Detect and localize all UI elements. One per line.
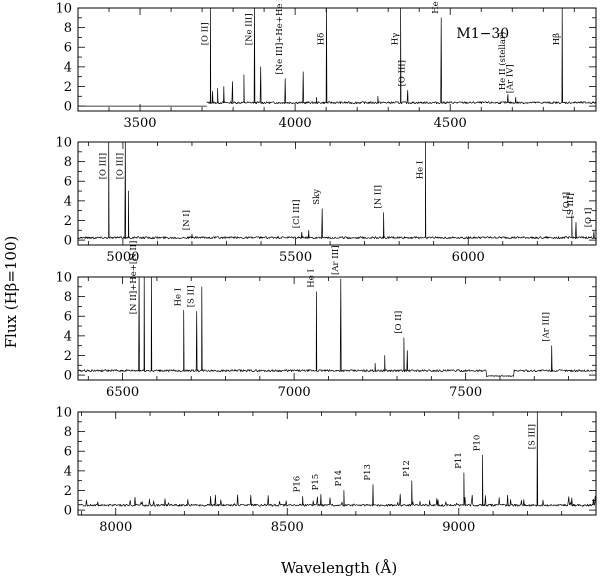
spectrum-trace (77, 276, 597, 377)
y-tick-label: 8 (64, 21, 72, 36)
y-axis-title: Flux (Hβ=100) (2, 236, 20, 349)
line-label: [O III] (99, 153, 109, 179)
x-tick-label: 3500 (123, 116, 156, 131)
line-label: P12 (402, 460, 412, 477)
line-label: P16 (293, 476, 303, 493)
panel-4: 0 2 4 6 8 10 8000 8500 9000 P16 P15 P14 P13 P12 P11 P10… (55, 406, 597, 535)
y-tick-label: 4 (64, 329, 72, 344)
y-tick-label: 0 (64, 234, 72, 249)
line-label: He I (174, 288, 184, 307)
y-tick-label: 4 (64, 464, 72, 479)
line-label: [Ne III]+He+He I (275, 0, 285, 75)
y-tick-label: 8 (64, 290, 72, 305)
x-tick-label: 8500 (271, 520, 304, 535)
line-label: [N II]+He+[N II] (129, 241, 139, 315)
line-label: [S II] (187, 285, 197, 307)
y-tick-label: 4 (64, 194, 72, 209)
x-tick-label: 5000 (106, 250, 139, 265)
panel-frame (77, 411, 597, 516)
y-tick-label: 4 (64, 60, 72, 75)
line-label: P14 (334, 470, 344, 487)
y-tick-label: 6 (64, 310, 72, 325)
x-axis-title: Wavelength (Å) (281, 559, 397, 577)
line-label: P11 (454, 452, 464, 469)
line-label: [S III] (527, 424, 537, 449)
line-label: P10 (473, 435, 483, 452)
line-label: [O I] (584, 208, 594, 228)
y-tick-label: 0 (64, 504, 72, 519)
line-label: [N II] (374, 185, 384, 209)
line-label: Hβ (552, 33, 562, 45)
spectrum-trace (77, 141, 597, 240)
spectrum-trace (78, 7, 596, 107)
y-tick-label: 0 (64, 369, 72, 384)
y-tick-label: 2 (64, 349, 72, 364)
y-tick-label: 2 (64, 80, 72, 95)
x-tick-label: 7000 (278, 385, 311, 400)
line-label: [O II] (200, 22, 210, 45)
y-tick-label: 0 (64, 100, 72, 115)
line-label: [Ar III] (331, 245, 341, 275)
line-label: [O III] (115, 153, 125, 179)
y-tick-label: 10 (55, 2, 72, 17)
y-tick-label: 6 (64, 41, 72, 56)
y-tick-label: 2 (64, 214, 72, 229)
x-tick-label: 5500 (279, 250, 312, 265)
line-label: He I (415, 161, 425, 180)
y-tick-label: 6 (64, 445, 72, 460)
y-tick-label: 2 (64, 484, 72, 499)
panel-1: 0 2 4 6 8 10 3500 4000 4500 [O II] [Ne III] [Ne III… (55, 0, 597, 131)
x-tick-label: 6000 (452, 250, 485, 265)
x-tick-label: 6500 (106, 385, 139, 400)
x-tick-label: 9000 (442, 520, 475, 535)
line-label: [O III] (398, 60, 408, 86)
spectrum-trace (77, 411, 597, 507)
line-label: [Ar IV] (506, 64, 516, 93)
line-label: Sky (312, 189, 322, 205)
line-label: [O II] (394, 311, 404, 334)
line-label: [N I] (182, 210, 192, 230)
y-tick-label: 10 (55, 136, 72, 151)
line-label: Hδ (317, 33, 327, 46)
x-tick-label: 7500 (449, 385, 482, 400)
panel-frame (77, 276, 597, 381)
line-label: P15 (311, 474, 321, 491)
line-label: He II (stellar) (497, 32, 508, 91)
object-label: M1−30 (456, 26, 509, 42)
y-tick-label: 8 (64, 155, 72, 170)
y-tick-label: 8 (64, 425, 72, 440)
line-label: He I (306, 269, 316, 288)
line-label: Hγ (391, 33, 401, 46)
line-label: [Ar III] (542, 312, 552, 342)
y-tick-label: 6 (64, 175, 72, 190)
y-tick-label: 10 (55, 271, 72, 286)
line-label: He I (431, 0, 441, 14)
line-label: [Cl III] (292, 200, 302, 229)
y-tick-label: 10 (55, 406, 72, 421)
line-label: P13 (363, 464, 373, 481)
line-label: [S III] (566, 193, 576, 218)
x-tick-label: 8000 (99, 520, 132, 535)
line-label: [Ne III] (245, 13, 255, 45)
panel-frame (77, 7, 597, 112)
line-label: [O I] (562, 192, 572, 212)
panel-frame (77, 141, 597, 246)
x-tick-label: 4000 (279, 116, 312, 131)
panel-2: 0 2 4 6 8 10 5000 5500 6000 [O III] [O III] [N I] [C… (55, 136, 597, 265)
x-tick-label: 4500 (434, 116, 467, 131)
